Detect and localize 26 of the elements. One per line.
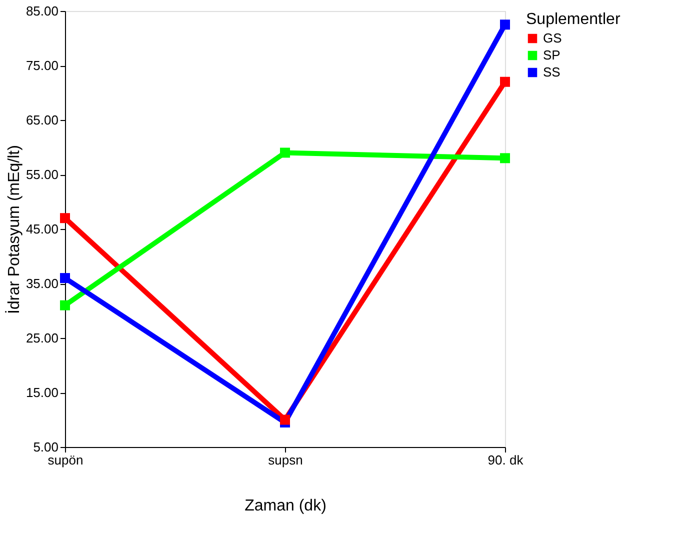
legend-label: GS: [543, 30, 562, 46]
x-tick-label: supön: [48, 452, 84, 468]
point: [60, 300, 70, 310]
x-axis-title: Zaman (dk): [244, 498, 326, 514]
y-tick-label: 25.00: [26, 330, 58, 346]
legend-label: SS: [543, 64, 561, 80]
legend-label: SP: [543, 48, 560, 62]
y-tick-label: 75.00: [26, 58, 58, 73]
point: [500, 153, 510, 164]
y-tick-label: 85.00: [26, 4, 58, 18]
legend-title: Suplementler: [526, 11, 621, 28]
y-tick-label: 55.00: [26, 167, 58, 182]
x-tick-label: supsn: [268, 452, 303, 468]
x-tick-label: 90. dk: [488, 452, 524, 468]
y-tick-label: 35.00: [26, 276, 58, 291]
point: [500, 76, 510, 87]
point: [280, 148, 290, 158]
y-tick-label: 65.00: [26, 112, 58, 128]
y-tick-label: 45.00: [26, 222, 58, 236]
y-axis-title: İdrar Potasyum (mEq/lt): [4, 145, 23, 314]
y-tick-label: 5.00: [33, 440, 58, 454]
y-tick-label: 15.00: [26, 385, 58, 400]
point: [60, 213, 70, 224]
point: [60, 273, 70, 284]
point: [500, 20, 510, 30]
point: [280, 414, 290, 425]
